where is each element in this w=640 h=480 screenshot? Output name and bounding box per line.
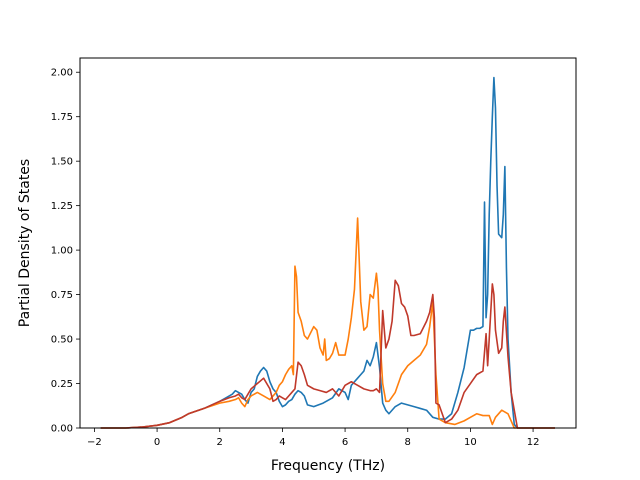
x-tick-label: 0	[154, 437, 160, 448]
y-tick-label: 1.00	[51, 246, 73, 257]
y-axis-ticks: 0.00 0.25 0.50 0.75 1.00 1.25 1.50 1.75 2.00	[51, 68, 80, 435]
y-tick-label: 0.25	[51, 379, 73, 390]
x-tick-label: 10	[464, 437, 477, 448]
series-line-2	[100, 217, 556, 429]
x-axis-label: Frequency (THz)	[271, 458, 385, 474]
y-tick-label: 1.50	[51, 157, 73, 168]
plot-frame	[79, 57, 577, 429]
y-tick-label: 1.25	[51, 201, 73, 212]
y-tick-label: 0.00	[51, 424, 73, 435]
series-line-1	[100, 76, 556, 429]
series-line-3	[100, 279, 556, 429]
y-tick-label: 0.50	[51, 335, 73, 346]
x-tick-label: −2	[87, 437, 102, 448]
series-layer	[100, 76, 556, 429]
x-tick-label: 8	[405, 437, 411, 448]
y-tick-label: 1.75	[51, 112, 73, 123]
x-tick-label: 4	[279, 437, 285, 448]
x-tick-label: 6	[342, 437, 348, 448]
y-tick-label: 2.00	[51, 68, 73, 79]
x-tick-label: 2	[217, 437, 223, 448]
y-tick-label: 0.75	[51, 290, 73, 301]
y-axis-label: Partial Density of States	[17, 159, 33, 327]
x-tick-label: 12	[527, 437, 540, 448]
x-axis-ticks: −2 0 2 4 6 8 10 12	[87, 428, 539, 448]
